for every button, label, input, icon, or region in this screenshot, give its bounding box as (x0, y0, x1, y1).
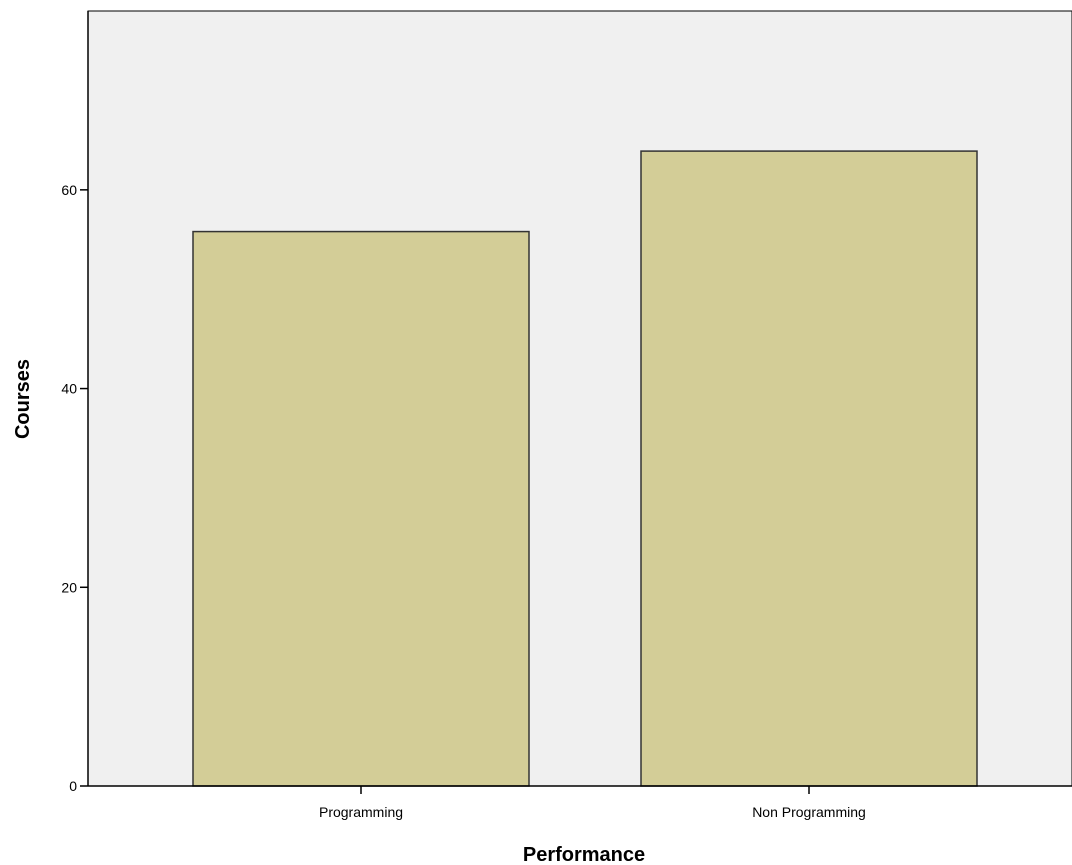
bar-non-programming (640, 150, 978, 787)
x-axis-title: Performance (523, 844, 645, 865)
y-tick-label: 20 (61, 579, 77, 595)
y-tick-label: 0 (69, 778, 77, 794)
bar-programming (192, 230, 530, 787)
x-ticks-group: Programming Non Programming (319, 786, 866, 820)
y-tick-label: 40 (61, 381, 77, 397)
x-tick-label: Programming (319, 804, 403, 820)
y-ticks-group: 0 20 40 60 (61, 182, 88, 794)
y-tick-label: 60 (61, 182, 77, 198)
y-axis-title: Courses (12, 359, 34, 439)
x-tick-label: Non Programming (752, 804, 866, 820)
